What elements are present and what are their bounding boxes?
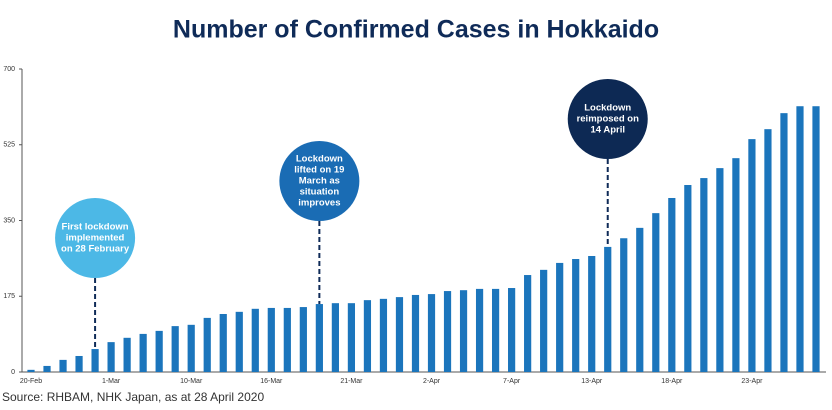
- bar: [443, 291, 452, 372]
- bar: [139, 333, 147, 372]
- annotation-text: Lockdown: [296, 154, 343, 165]
- bar: [171, 326, 179, 372]
- bar: [716, 168, 724, 372]
- bar: [299, 307, 307, 372]
- y-tick-label: 0: [11, 369, 15, 376]
- bar: [604, 246, 612, 372]
- bar: [475, 288, 484, 372]
- bar: [331, 303, 339, 372]
- bar: [636, 227, 644, 372]
- bar: [411, 294, 420, 372]
- annotation-text: reimposed on: [577, 114, 639, 125]
- x-tick-label: 21-Mar: [340, 378, 363, 385]
- bar: [572, 259, 580, 372]
- annotation-text: situation: [300, 187, 340, 198]
- annotation-text: March as: [299, 176, 340, 187]
- bar: [684, 185, 692, 372]
- bar: [491, 288, 500, 372]
- annotation-text: on 28 February: [61, 244, 130, 255]
- bar: [155, 330, 163, 372]
- chart-title: Number of Confirmed Cases in Hokkaido: [173, 16, 659, 44]
- bar: [652, 213, 660, 372]
- y-tick-label: 350: [3, 217, 15, 224]
- annotation-text: improves: [298, 198, 340, 209]
- x-tick-label: 20-Feb: [20, 378, 42, 385]
- annotation-text: First lockdown: [62, 222, 129, 233]
- annotation-bubble: [55, 198, 136, 278]
- bar: [267, 307, 275, 372]
- x-tick-label: 2-Apr: [423, 378, 441, 385]
- bar: [91, 349, 99, 372]
- bar: [123, 337, 131, 372]
- bar: [59, 359, 67, 372]
- x-tick-label: 7-Apr: [503, 378, 521, 385]
- annotation-text: implemented: [66, 233, 125, 244]
- y-tick-label: 175: [3, 293, 15, 300]
- annotation-bubble: [567, 79, 648, 159]
- bar: [427, 294, 436, 372]
- x-tick-label: 16-Mar: [260, 378, 283, 385]
- bar: [796, 106, 804, 373]
- bar: [283, 307, 291, 372]
- bar: [780, 113, 788, 372]
- bar: [588, 255, 596, 372]
- bar: [620, 238, 628, 372]
- bar: [219, 313, 227, 372]
- bar: [379, 298, 388, 372]
- bar: [508, 288, 516, 372]
- bar: [75, 355, 83, 372]
- source-note: Source: RHBAM, NHK Japan, as at 28 April…: [2, 390, 264, 404]
- bar: [315, 304, 323, 372]
- bar: [668, 197, 676, 372]
- bar: [812, 106, 820, 373]
- bar: [363, 300, 372, 372]
- bar: [540, 269, 548, 372]
- bar: [764, 129, 772, 372]
- y-tick-label: 700: [3, 66, 15, 73]
- x-tick-label: 18-Apr: [661, 378, 683, 385]
- bar: [187, 324, 195, 372]
- annotation-text: lifted on 19: [294, 165, 344, 176]
- bar: [395, 297, 404, 372]
- bar: [107, 342, 115, 372]
- bar: [524, 275, 532, 372]
- annotation-bubble: [279, 141, 360, 221]
- x-tick-label: 1-Mar: [102, 378, 121, 385]
- bar: [235, 311, 243, 372]
- bar: [203, 317, 211, 372]
- bar: [700, 178, 708, 372]
- bar: [251, 308, 259, 372]
- bar: [459, 290, 468, 372]
- annotation-text: Lockdown: [584, 103, 631, 114]
- y-tick-label: 525: [3, 142, 15, 149]
- annotation-text: 14 April: [590, 125, 625, 136]
- bar: [556, 262, 564, 372]
- bar: [27, 369, 35, 372]
- x-tick-label: 13-Apr: [581, 378, 603, 385]
- bar: [732, 158, 740, 372]
- bar: [748, 139, 756, 372]
- bar: [347, 303, 356, 372]
- x-tick-label: 23-Apr: [741, 378, 763, 385]
- x-tick-label: 10-Mar: [180, 378, 203, 385]
- bar: [43, 365, 51, 372]
